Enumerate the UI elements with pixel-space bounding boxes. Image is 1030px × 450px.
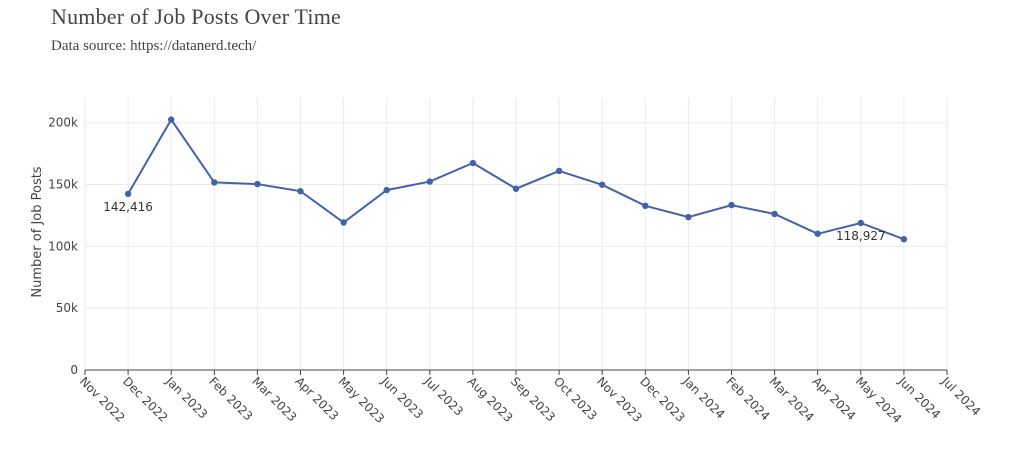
data-label: 142,416: [103, 200, 153, 214]
chart-subtitle: Data source: https://datanerd.tech/: [51, 38, 257, 54]
x-tick-label: Sep 2023: [508, 374, 558, 424]
x-tick-label: Mar 2024: [766, 374, 816, 424]
x-tick-label: Apr 2024: [810, 374, 859, 423]
y-tick-label: 200k: [48, 116, 78, 130]
data-point[interactable]: [685, 213, 692, 221]
y-tick-label: 150k: [48, 178, 78, 192]
data-point[interactable]: [642, 202, 649, 210]
x-tick-label: Jul 2024: [938, 374, 983, 419]
x-tick-label: Dec 2022: [120, 374, 171, 425]
data-point[interactable]: [469, 159, 477, 167]
y-tick-label: 50k: [56, 301, 78, 315]
x-tick-label: Feb 2024: [723, 374, 772, 423]
data-point[interactable]: [383, 186, 390, 194]
data-point[interactable]: [124, 190, 132, 198]
grid-layer: [84, 98, 948, 370]
chart-title: Number of Job Posts Over Time: [51, 4, 341, 29]
data-point[interactable]: [771, 210, 778, 218]
x-tick-label: Oct 2023: [551, 374, 600, 423]
y-axis-title: Number of Job Posts: [30, 166, 45, 297]
x-tick-label: Jul 2023: [421, 374, 466, 419]
y-tick-label: 0: [70, 363, 78, 377]
y-tick-label: 100k: [48, 239, 78, 253]
label-layer: 142,416 118,927: [103, 200, 885, 243]
data-point[interactable]: [426, 178, 433, 185]
data-point[interactable]: [254, 180, 261, 188]
data-point[interactable]: [900, 235, 908, 243]
series-layer: [124, 116, 908, 243]
x-tick-label: Mar 2023: [249, 374, 299, 424]
data-point[interactable]: [814, 230, 821, 237]
data-point[interactable]: [512, 185, 520, 192]
x-tick-label: Dec 2023: [637, 374, 688, 425]
x-tick-label: Apr 2023: [292, 374, 341, 423]
data-point[interactable]: [168, 116, 175, 123]
x-tick-label: Aug 2023: [465, 374, 516, 425]
data-point[interactable]: [297, 188, 304, 195]
data-point[interactable]: [211, 179, 218, 186]
data-point[interactable]: [728, 201, 735, 209]
data-point[interactable]: [599, 181, 606, 188]
x-tick-label: Nov 2023: [594, 374, 645, 425]
x-tick-label: Nov 2022: [77, 374, 128, 425]
data-label: 118,927: [836, 229, 886, 243]
data-point[interactable]: [857, 219, 864, 227]
x-tick-label: Feb 2023: [206, 374, 255, 423]
data-point[interactable]: [555, 167, 563, 175]
data-point[interactable]: [340, 219, 347, 226]
